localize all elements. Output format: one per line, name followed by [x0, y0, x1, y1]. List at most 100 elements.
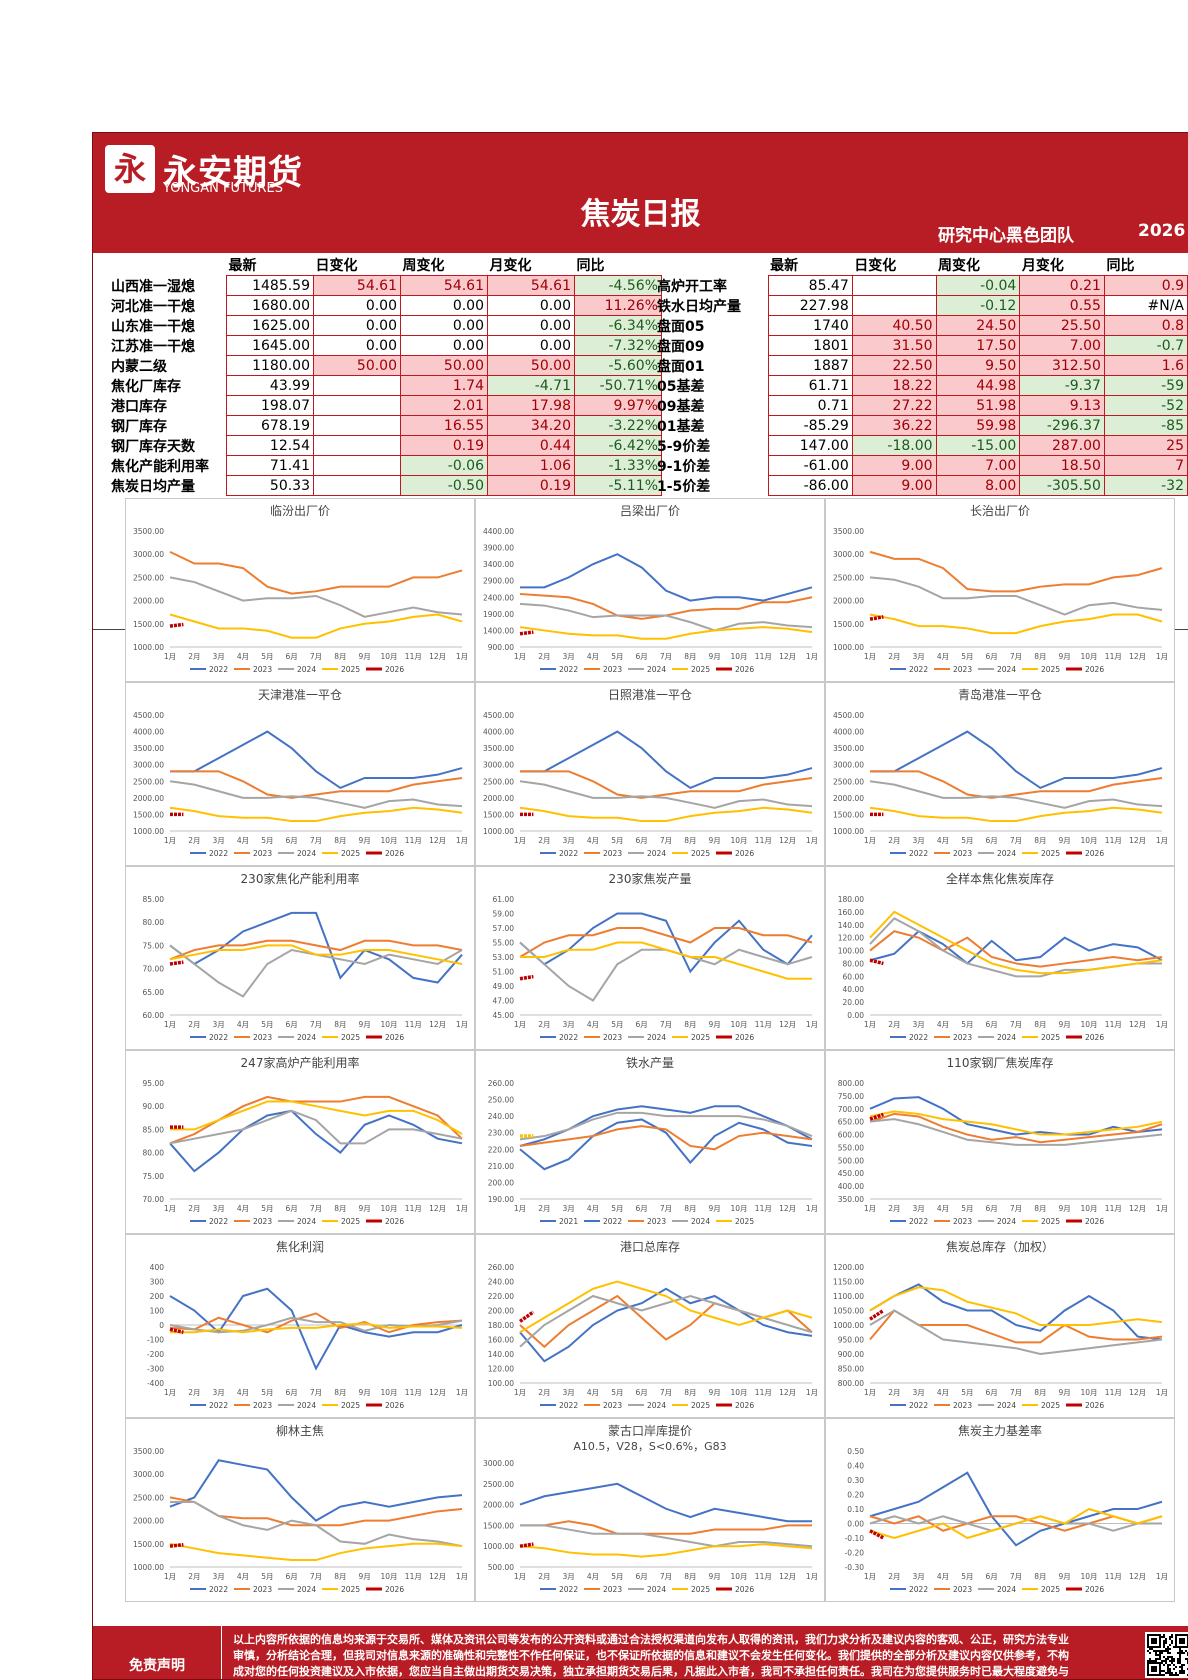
y-tick-label: 0.40 [847, 1462, 864, 1471]
y-tick-label: 0.30 [847, 1476, 864, 1485]
x-tick-label: 7月 [660, 652, 672, 661]
table-cell [313, 395, 401, 416]
column-header: 日变化 [854, 258, 897, 274]
series-line [169, 550, 463, 595]
x-tick-label: 2月 [188, 1020, 200, 1029]
x-tick-label: 6月 [986, 1204, 998, 1213]
row-label: 山东准一干熄 [111, 318, 195, 335]
chart-panel: 蒙古口岸库提价 A10.5，V28，S<0.6%，G83 3000.00 2500.0… [475, 1418, 825, 1602]
series-line [519, 806, 813, 823]
x-tick-label: 12月 [779, 1388, 796, 1397]
legend-label: 2024 [647, 1033, 666, 1042]
x-tick-label: 11月 [405, 1020, 422, 1029]
x-tick-label: 8月 [684, 836, 696, 845]
legend-label: 2025 [341, 1401, 360, 1410]
row-label: 高炉开工率 [657, 278, 727, 295]
legend-label: 2023 [603, 665, 622, 674]
x-tick-label: 7月 [310, 836, 322, 845]
yongan-logo: 永 永安期货 YONGAN FUTURES [105, 145, 315, 196]
series-line [519, 1118, 813, 1171]
series-line [170, 770, 463, 799]
x-tick-label: 1月 [456, 1388, 468, 1397]
x-tick-label: 5月 [961, 1204, 973, 1213]
table-cell: -3.22% [574, 415, 662, 436]
legend-label: 2023 [253, 1401, 272, 1410]
y-tick-label: 49.00 [493, 982, 515, 991]
x-tick-label: 8月 [334, 1388, 346, 1397]
table-cell: -0.50 [400, 475, 488, 496]
line-chart: 青岛港准一平仓 4500.00 4000.00 3500.00 3000.00 2500.… [833, 687, 1168, 858]
y-tick-label: 2000.00 [483, 1501, 514, 1510]
x-tick-label: 4月 [937, 836, 949, 845]
table-cell [313, 415, 401, 436]
table-cell: -4.56% [574, 275, 662, 296]
legend-label: 2023 [253, 665, 272, 674]
line-chart: 临汾出厂价 3500.00 3000.00 2500.00 2000.00 1500.00… [133, 504, 468, 674]
x-tick-label: 7月 [1010, 1572, 1022, 1581]
legend-label: 2023 [953, 665, 972, 674]
series-line [869, 930, 1163, 968]
table-cell: 40.50 [851, 315, 937, 336]
x-tick-label: 8月 [1034, 1020, 1046, 1029]
y-tick-label: 230.00 [488, 1129, 514, 1138]
legend-label: 2025 [691, 1401, 710, 1410]
header-blank [111, 255, 227, 276]
table-row: 盘面05 1740 40.50 24.50 25.50 0.8 [657, 315, 1188, 336]
legend-label: 2024 [297, 1217, 316, 1226]
x-tick-label: 5月 [961, 1572, 973, 1581]
x-tick-label: 10月 [730, 1388, 747, 1397]
x-tick-label: 1月 [456, 836, 468, 845]
y-tick-label: 3900.00 [483, 544, 514, 553]
x-tick-label: 4月 [587, 836, 599, 845]
y-tick-label: 80.00 [143, 1149, 165, 1158]
table-cell: 50.33 [226, 475, 314, 496]
y-tick-label: -400 [147, 1379, 164, 1388]
table-row: 河北准一干熄 1680.00 0.00 0.00 0.00 11.26% [111, 295, 662, 316]
table-cell: 59.98 [935, 415, 1021, 436]
legend-label: 2023 [953, 849, 972, 858]
legend-label: 2025 [1041, 849, 1060, 858]
chart-panel: 230家焦炭产量 61.00 59.00 57.00 55.00 53.00 51.00 49… [475, 866, 825, 1050]
table-cell: -85 [1103, 415, 1188, 436]
legend-label: 2023 [253, 1217, 272, 1226]
table-cell: 1740 [767, 315, 853, 336]
x-tick-label: 8月 [1034, 1204, 1046, 1213]
y-tick-label: 800.00 [838, 1379, 864, 1388]
table-cell: -5.11% [574, 475, 662, 496]
x-tick-label: 1月 [806, 652, 818, 661]
legend-label: 2021 [559, 1217, 578, 1226]
y-tick-label: 3000.00 [833, 550, 864, 559]
series-line [869, 550, 1163, 593]
table-cell: 1801 [767, 335, 853, 356]
x-tick-label: 8月 [1034, 836, 1046, 845]
chart-title: 230家焦化产能利用率 [241, 871, 360, 886]
series-line [169, 944, 463, 965]
row-label: 内蒙二级 [111, 358, 167, 375]
series-line [869, 1112, 884, 1121]
line-chart: 247家高炉产能利用率 95.00 90.00 85.00 80.00 75.00 70.0… [143, 1055, 469, 1226]
row-label: 港口库存 [111, 398, 167, 415]
y-tick-label: 800.00 [838, 1079, 864, 1088]
table-cell: 31.50 [851, 335, 937, 356]
x-tick-label: 11月 [1105, 1572, 1122, 1581]
legend-label: 2024 [647, 1585, 666, 1594]
chart-panel: 247家高炉产能利用率 95.00 90.00 85.00 80.00 75.00 70.0… [125, 1050, 475, 1234]
x-tick-label: 12月 [779, 652, 796, 661]
x-tick-label: 11月 [1105, 1388, 1122, 1397]
y-tick-label: 140.00 [488, 1350, 514, 1359]
table-cell: 0.00 [313, 315, 401, 336]
y-tick-label: 1000.00 [133, 827, 164, 836]
series-line [169, 960, 184, 966]
x-tick-label: 3月 [213, 1572, 225, 1581]
y-tick-label: 0.50 [847, 1447, 864, 1456]
x-tick-label: 2月 [538, 1572, 550, 1581]
y-tick-label: 0 [159, 1321, 164, 1330]
qr-code-icon[interactable] [1145, 1632, 1188, 1678]
row-label: 钢厂库存 [111, 418, 167, 435]
series-line [519, 1287, 813, 1363]
chart-title: 柳林主焦 [276, 1424, 324, 1438]
y-tick-label: -0.30 [845, 1563, 865, 1572]
legend-label: 2022 [559, 1401, 578, 1410]
row-label: 焦化厂库存 [111, 378, 181, 395]
table-cell: 0.00 [487, 335, 575, 356]
